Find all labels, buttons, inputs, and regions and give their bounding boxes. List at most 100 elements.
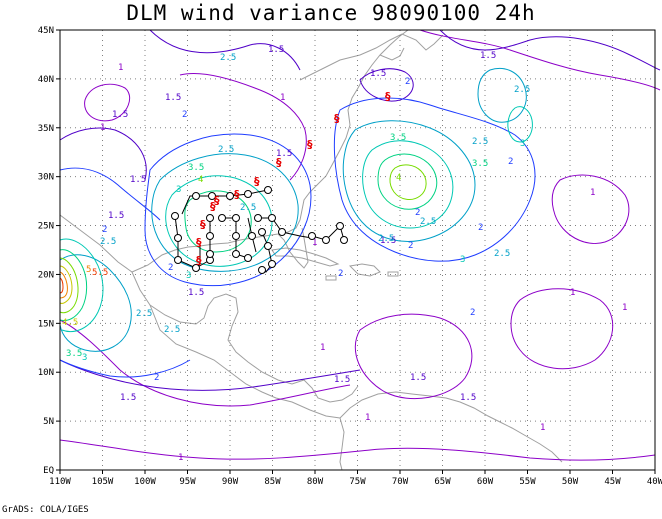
contour-label: 2.5 xyxy=(164,325,180,335)
credit-label: GrADS: COLA/IGES xyxy=(2,505,89,515)
x-tick-label: 110W xyxy=(49,477,71,487)
contour-label: 3.5 xyxy=(66,349,82,359)
storm-icon: § xyxy=(334,112,340,125)
y-tick-label: 30N xyxy=(38,173,54,183)
track-point xyxy=(268,260,276,268)
contour-label: 1 xyxy=(118,63,123,73)
grid-lines xyxy=(60,30,655,470)
y-axis: 45N 40N 35N 30N 25N 20N 15N 10N 5N EQ xyxy=(38,26,60,476)
contour-label: 2.5 xyxy=(100,237,116,247)
track-point xyxy=(232,250,240,258)
contour-1-g xyxy=(551,174,630,244)
puerto-rico-outline xyxy=(387,271,399,277)
y-tick-label: 20N xyxy=(38,270,54,280)
contour-1-d xyxy=(59,439,656,461)
track-point xyxy=(174,234,182,242)
contour-1-h xyxy=(419,29,661,91)
contour-label: 1 xyxy=(590,188,595,198)
us-coastline xyxy=(59,29,409,273)
x-tick-label: 95W xyxy=(179,477,196,487)
contour-3-d xyxy=(507,106,533,143)
storm-icon: § xyxy=(196,236,202,249)
contour-label: 4 xyxy=(396,173,401,183)
storm-icon: § xyxy=(307,138,313,151)
contour-1-e xyxy=(354,313,473,399)
contour-label: 3 xyxy=(460,255,465,265)
contour-4-a xyxy=(59,257,79,314)
contour-label: 1 xyxy=(320,343,325,353)
contour-label: 4.5 xyxy=(62,318,78,328)
track-point xyxy=(206,214,214,222)
storm-track-points xyxy=(171,186,348,274)
contour-label: 3.5 xyxy=(188,163,204,173)
storm-icon: § xyxy=(196,254,202,267)
contour-label: 3 xyxy=(176,185,181,195)
canada-coastline xyxy=(299,33,443,81)
track-point xyxy=(308,232,316,240)
track-point xyxy=(248,232,256,240)
florida-coastline xyxy=(277,227,309,269)
contour-15-a xyxy=(59,127,147,181)
contour-2-a xyxy=(59,167,161,221)
y-tick-label: 35N xyxy=(38,124,54,134)
track-point xyxy=(226,192,234,200)
contour-label: 2 xyxy=(470,308,475,318)
contour-15-c xyxy=(59,359,361,391)
contour-3-c xyxy=(59,238,104,333)
track-point xyxy=(264,186,272,194)
contour-label: 1.5 xyxy=(165,93,181,103)
contour-label: 2 xyxy=(102,225,107,235)
storm-icon: § xyxy=(210,200,216,213)
contour-label: 1 xyxy=(622,303,627,313)
x-tick-label: 85W xyxy=(264,477,281,487)
contour-label: 2.5 xyxy=(514,85,530,95)
contour-3-b xyxy=(362,140,454,229)
contour-2-b xyxy=(144,133,312,287)
contour-label: 4 xyxy=(198,175,203,185)
track-point xyxy=(254,214,262,222)
contour-label: 3 xyxy=(82,353,87,363)
x-axis: 110W 105W 100W 95W 90W 85W 80W 75W 70W 65W 60W 55W 5… xyxy=(49,470,662,487)
storm-icon: § xyxy=(385,90,391,103)
x-tick-label: 40W xyxy=(647,477,662,487)
x-tick-label: 65W xyxy=(434,477,451,487)
track-point xyxy=(218,214,226,222)
contour-label: 2.5 xyxy=(240,203,256,213)
track-point xyxy=(192,264,200,272)
x-tick-label: 55W xyxy=(519,477,536,487)
storm-icon: § xyxy=(214,194,220,207)
storm-icon: § xyxy=(254,175,260,188)
storm-icon: § xyxy=(276,156,282,169)
track-line xyxy=(311,225,345,241)
contour-label: 1.5 xyxy=(380,236,396,246)
contour-35-c xyxy=(59,249,88,321)
contour-15-e xyxy=(359,68,414,102)
contour-layer xyxy=(59,29,661,461)
contour-label: 2.5 xyxy=(472,137,488,147)
y-tick-label: 25N xyxy=(38,222,54,232)
y-tick-label: 40N xyxy=(38,75,54,85)
contour-label: 1 xyxy=(570,288,575,298)
storm-symbol-layer: § § § § § § § § § § § xyxy=(196,90,391,267)
contour-45-a xyxy=(59,265,73,304)
contour-1-a xyxy=(84,83,130,122)
contour-label: 1.5 xyxy=(334,375,350,385)
contour-label: 2 xyxy=(154,373,159,383)
contour-label: 1 xyxy=(280,93,285,103)
storm-icon: § xyxy=(234,188,240,201)
contour-label: 2 xyxy=(338,269,343,279)
contour-label: 2.5 xyxy=(494,249,510,259)
contour-1-c xyxy=(59,319,351,407)
contour-label: 1.5 xyxy=(120,393,136,403)
y-tick-label: EQ xyxy=(43,466,54,476)
track-point xyxy=(192,192,200,200)
hispaniola-outline xyxy=(348,263,381,277)
x-tick-label: 100W xyxy=(134,477,156,487)
contour-label: 2 xyxy=(182,110,187,120)
x-tick-label: 80W xyxy=(307,477,324,487)
track-point xyxy=(206,250,214,258)
contour-label: 1.5 xyxy=(108,211,124,221)
contour-label: 1 xyxy=(100,123,105,133)
contour-label: 2.5 xyxy=(136,309,152,319)
